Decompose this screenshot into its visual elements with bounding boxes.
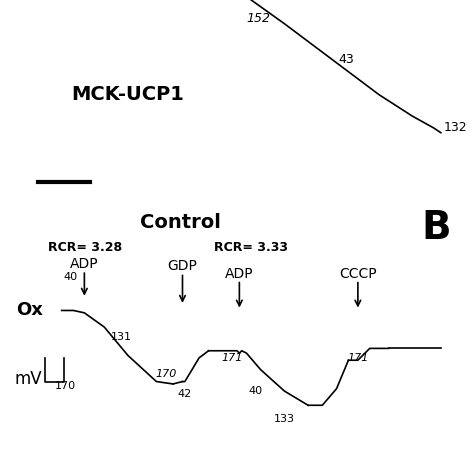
Text: Ox: Ox — [17, 301, 44, 319]
Text: 170: 170 — [155, 369, 177, 380]
Text: 170: 170 — [55, 381, 76, 392]
Text: Control: Control — [140, 213, 220, 232]
Text: 171: 171 — [347, 353, 369, 363]
Text: RCR= 3.33: RCR= 3.33 — [214, 241, 288, 254]
Text: ADP: ADP — [70, 257, 99, 271]
Text: 152: 152 — [246, 12, 270, 25]
Text: 40: 40 — [63, 272, 77, 283]
Text: GDP: GDP — [167, 259, 198, 273]
Text: MCK-UCP1: MCK-UCP1 — [72, 85, 184, 104]
Text: 40: 40 — [249, 386, 263, 396]
Text: 42: 42 — [178, 389, 192, 400]
Text: 43: 43 — [338, 53, 354, 66]
Text: B: B — [421, 209, 451, 246]
Text: 131: 131 — [110, 331, 131, 342]
Text: mV: mV — [14, 370, 42, 388]
Text: 133: 133 — [274, 414, 295, 425]
Text: 171: 171 — [221, 353, 243, 363]
Text: RCR= 3.28: RCR= 3.28 — [48, 241, 122, 254]
Text: ADP: ADP — [225, 266, 254, 281]
Text: 132: 132 — [443, 121, 467, 135]
Text: CCCP: CCCP — [339, 266, 377, 281]
